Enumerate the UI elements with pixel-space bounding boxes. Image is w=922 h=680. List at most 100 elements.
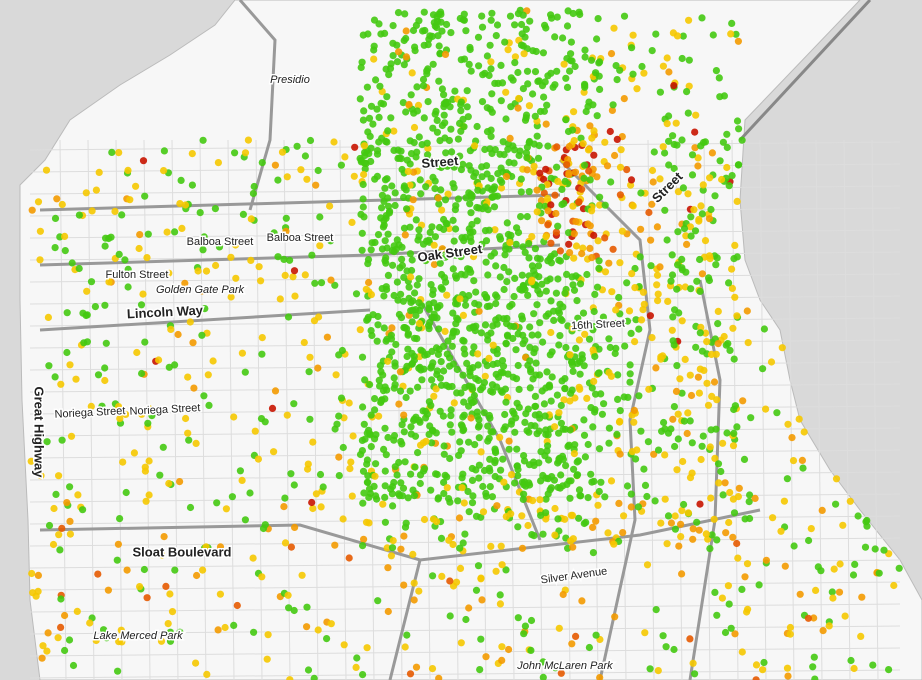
incident-dot	[535, 202, 544, 210]
incident-dot	[588, 134, 596, 142]
incident-dot	[553, 13, 561, 21]
incident-dot	[479, 482, 487, 491]
incident-dot	[327, 276, 335, 284]
incident-dot	[309, 504, 317, 513]
incident-dot	[469, 385, 477, 393]
incident-dot	[572, 218, 580, 226]
incident-dot	[575, 324, 583, 332]
incident-dot	[323, 333, 331, 341]
incident-dot	[459, 336, 467, 344]
incident-dot	[479, 508, 488, 516]
incident-dot	[185, 436, 193, 444]
incident-dot	[506, 12, 515, 20]
incident-dot	[547, 252, 555, 260]
incident-dot	[654, 297, 662, 305]
incident-dot	[535, 273, 543, 281]
incident-dot	[686, 474, 695, 482]
incident-dot	[400, 428, 408, 436]
incident-dot	[548, 348, 556, 356]
incident-dot	[433, 128, 441, 136]
incident-dot	[733, 197, 741, 205]
incident-dot	[381, 237, 389, 245]
incident-dot	[437, 534, 446, 543]
incident-dot	[715, 74, 723, 82]
incident-dot	[510, 410, 518, 418]
incident-dot	[247, 256, 255, 264]
incident-dot	[601, 234, 609, 242]
incident-dot	[509, 76, 517, 84]
incident-dot	[466, 43, 474, 52]
incident-dot	[587, 404, 595, 412]
incident-dot	[377, 99, 385, 107]
incident-dot	[435, 345, 443, 353]
incident-dot	[420, 41, 428, 49]
incident-dot	[356, 450, 365, 459]
incident-dot	[290, 267, 299, 275]
incident-dot	[438, 270, 446, 279]
street	[29, 449, 901, 459]
incident-dot	[841, 612, 849, 620]
incident-dot	[335, 472, 343, 480]
incident-dot	[751, 494, 759, 502]
incident-dot	[184, 373, 192, 381]
incident-dot	[653, 271, 662, 279]
incident-dot	[656, 175, 664, 183]
incident-dot	[437, 163, 445, 172]
incident-dot	[648, 200, 656, 208]
incident-dot	[444, 190, 452, 198]
incident-dot	[482, 162, 491, 170]
incident-dot	[82, 311, 90, 320]
incident-dot	[452, 225, 460, 233]
incident-dot	[460, 237, 468, 245]
incident-dot	[388, 490, 396, 498]
incident-dot	[471, 441, 479, 449]
incident-dot	[372, 76, 380, 84]
incident-dot	[489, 341, 497, 349]
incident-dot	[685, 56, 693, 64]
incident-dot	[358, 436, 366, 444]
incident-dot	[861, 543, 870, 551]
incident-dot	[137, 301, 146, 309]
incident-dot	[389, 502, 397, 510]
incident-dot	[565, 441, 573, 449]
incident-dot	[547, 297, 555, 305]
incident-dot	[591, 352, 599, 361]
incident-dot	[462, 301, 470, 309]
incident-dot	[621, 342, 629, 350]
incident-dot	[510, 323, 518, 331]
incident-dot	[455, 451, 463, 459]
incident-dot	[155, 356, 163, 364]
incident-dot	[745, 498, 753, 506]
incident-dot	[433, 314, 441, 322]
incident-dot	[459, 470, 467, 478]
incident-dot	[445, 136, 453, 145]
incident-dot	[468, 476, 477, 484]
incident-dot	[570, 254, 578, 262]
incident-dot	[395, 48, 403, 56]
incident-dot	[199, 246, 207, 254]
incident-dot	[341, 153, 349, 161]
incident-dot	[124, 166, 132, 174]
incident-dot	[697, 323, 705, 331]
incident-dot	[130, 449, 138, 457]
incident-dot	[356, 95, 364, 103]
incident-dot	[466, 265, 474, 274]
incident-dot	[233, 601, 241, 610]
incident-dot	[590, 323, 598, 331]
incident-dot	[390, 432, 399, 440]
incident-dot	[388, 482, 397, 491]
incident-dot	[465, 60, 473, 68]
incident-dot	[410, 579, 418, 587]
incident-dot	[605, 424, 614, 432]
incident-dot	[360, 159, 369, 167]
incident-dot	[221, 623, 229, 632]
incident-dot	[686, 417, 694, 425]
incident-dot	[689, 659, 697, 667]
incident-dot	[460, 10, 468, 18]
incident-dot	[562, 462, 570, 470]
incident-dot	[684, 109, 692, 117]
street	[29, 625, 901, 635]
incident-dot	[561, 177, 569, 185]
incident-dot	[406, 670, 415, 678]
incident-dot	[411, 47, 419, 55]
